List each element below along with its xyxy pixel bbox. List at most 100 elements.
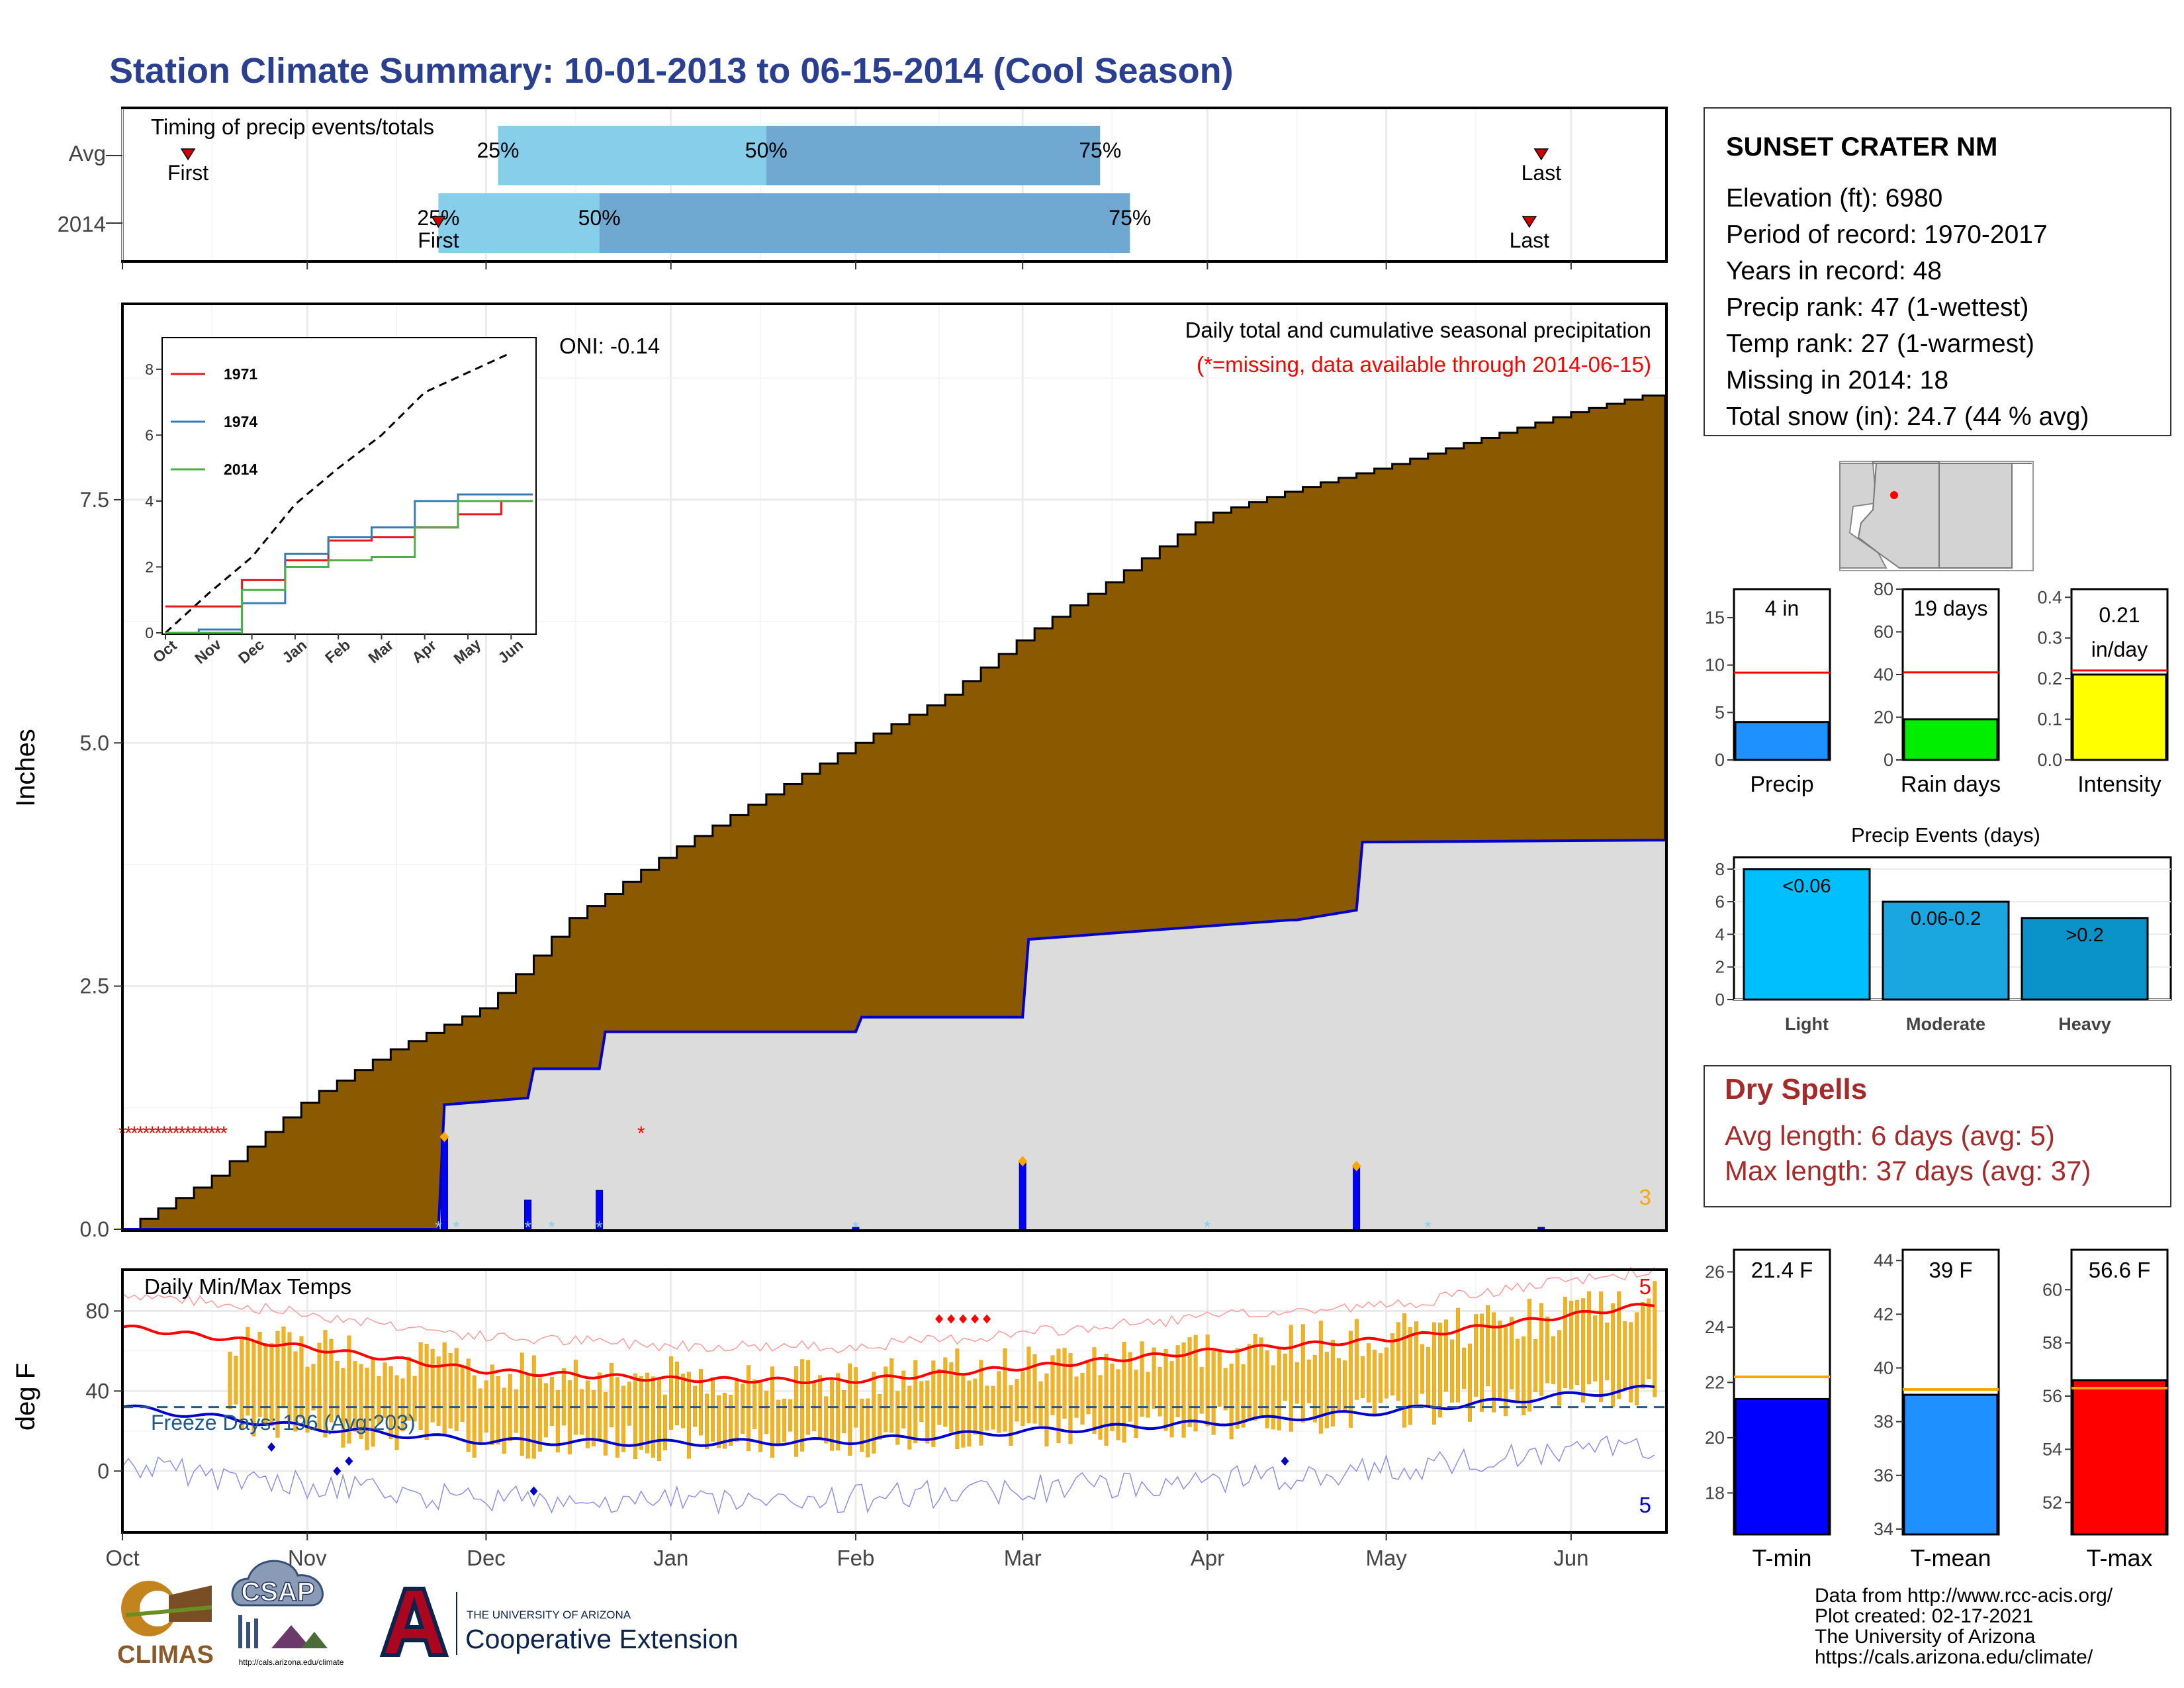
- summary-label: Intensity: [2077, 772, 2161, 797]
- daily-temp-bar: [436, 1356, 441, 1426]
- daily-temp-bar: [275, 1331, 280, 1438]
- daily-temp-bar: [668, 1356, 673, 1430]
- daily-temp-bar: [472, 1375, 477, 1458]
- summary-bar-Rain days: [1903, 718, 1999, 761]
- missing-marker: *: [172, 1123, 180, 1145]
- timing-bar-q25-q50: [438, 193, 600, 253]
- daily-temp-bar: [627, 1382, 631, 1426]
- temp-bar-T-max: [2071, 1379, 2167, 1536]
- events-bar-Heavy: [2021, 917, 2149, 1001]
- timing-q50-label: 50%: [578, 206, 621, 230]
- summary-bar-charts: 0 5 10 15 4 in Precip 0 20 40 60 80 19 days Rain day…: [1705, 579, 2169, 797]
- daily-temp-bar: [782, 1398, 787, 1442]
- daily-temp-bar: [329, 1339, 334, 1423]
- temp-ylabel: deg F: [11, 1363, 40, 1430]
- dry-spells-avg: Avg length: 6 days (avg: 5): [1725, 1120, 2055, 1151]
- daily-temp-bar: [1289, 1325, 1293, 1432]
- daily-temp-bar: [1336, 1358, 1341, 1411]
- daily-temp-bar: [1396, 1322, 1400, 1401]
- locator-map: [1839, 461, 2034, 571]
- daily-temp-bar: [388, 1366, 393, 1439]
- month-axis-label: Mar: [1004, 1546, 1042, 1570]
- record-low-marker: [1281, 1456, 1289, 1466]
- daily-temp-bar: [1432, 1322, 1436, 1425]
- timing-label: Timing of precip events/totals: [151, 115, 434, 139]
- timing-last-marker: [1533, 148, 1549, 161]
- daily-temp-bar: [1110, 1363, 1115, 1431]
- daily-temp-bar: [1474, 1314, 1479, 1397]
- temp-bar-label: T-max: [2086, 1544, 2152, 1571]
- daily-temp-bar: [454, 1348, 459, 1431]
- daily-temp-bar: [884, 1366, 888, 1432]
- temp-value-label: 39 F: [1929, 1258, 1972, 1282]
- credit-line-1: Data from http://www.rcc-acis.org/: [1815, 1585, 2113, 1607]
- temp-y-tick-label: 80: [85, 1299, 109, 1323]
- daily-temp-bar: [269, 1343, 274, 1426]
- record-low-marker: [529, 1486, 538, 1496]
- daily-precip-bar: [1019, 1160, 1026, 1230]
- daily-temp-bar: [1563, 1297, 1568, 1389]
- daily-temp-bar: [1074, 1376, 1079, 1418]
- daily-temp-bar: [287, 1332, 292, 1421]
- daily-temp-bar: [1038, 1381, 1043, 1426]
- daily-temp-bar: [418, 1342, 423, 1430]
- ua-big-text: Cooperative Extension: [465, 1624, 739, 1654]
- daily-temp-bar: [1324, 1352, 1329, 1429]
- daily-temp-bar: [1062, 1348, 1067, 1419]
- daily-temp-bar: [1545, 1316, 1550, 1383]
- daily-temp-bar: [1134, 1370, 1138, 1438]
- daily-temp-bar: [1354, 1319, 1359, 1400]
- precip-title: Daily total and cumulative seasonal prec…: [1185, 318, 1651, 342]
- missing-marker: *: [160, 1123, 168, 1145]
- daily-temp-bar: [1348, 1331, 1353, 1428]
- daily-temp-bar: [854, 1367, 858, 1428]
- station-info-box: SUNSET CRATER NM Elevation (ft): 6980 Per…: [1704, 107, 2171, 436]
- events-title: Precip Events (days): [1851, 823, 2040, 847]
- daily-temp-bar: [1360, 1356, 1365, 1398]
- daily-temp-bar: [1306, 1359, 1311, 1403]
- temp-bar-T-min: [1734, 1397, 1830, 1536]
- dry-spells-box: Dry Spells Avg length: 6 days (avg: 5) M…: [1704, 1065, 2171, 1207]
- avg-max-line: [122, 1303, 1655, 1384]
- daily-temp-bar: [1217, 1349, 1222, 1407]
- events-y-tick-label: 6: [1715, 892, 1725, 912]
- daily-temp-bar: [246, 1327, 250, 1416]
- daily-temp-bar: [1211, 1350, 1216, 1435]
- temp-summary-charts: 18 20 22 24 26 21.4 F T-min 34 36 38 40 42 44 39 F T-m…: [1705, 1248, 2169, 1571]
- month-axis-label: May: [1365, 1546, 1407, 1570]
- record-low-marker: [345, 1456, 353, 1466]
- daily-temp-bar: [1193, 1335, 1198, 1432]
- timing-last-label: Last: [1510, 228, 1550, 252]
- summary-label: Rain days: [1901, 772, 2001, 797]
- events-y-tick-label: 2: [1715, 957, 1725, 977]
- timing-last-marker: [1522, 216, 1537, 228]
- events-bar-Moderate: [1882, 900, 2010, 1001]
- map-utah: [1872, 461, 1940, 464]
- inset-series-1974: [165, 493, 533, 634]
- precip-corner-count: 3: [1639, 1185, 1651, 1209]
- timing-row-avg-label: Avg: [69, 141, 106, 165]
- map-new-mexico: [1938, 463, 2013, 569]
- record-high-marker: [983, 1314, 991, 1324]
- daily-temp-bar: [609, 1363, 614, 1428]
- daily-temp-bar: [603, 1392, 608, 1456]
- daily-temp-bar: [537, 1378, 542, 1452]
- daily-temp-bar: [490, 1364, 494, 1446]
- daily-temp-bar: [561, 1368, 566, 1426]
- daily-temp-bar: [680, 1374, 685, 1429]
- missing-marker: *: [190, 1123, 198, 1145]
- missing-marker: *: [136, 1123, 144, 1145]
- temp-y-tick-label: 58: [2042, 1333, 2062, 1353]
- daily-temp-bar: [913, 1360, 918, 1444]
- daily-temp-bar: [662, 1394, 667, 1450]
- daily-temp-bar: [585, 1380, 590, 1448]
- summary-value-label: 19 days: [1913, 596, 1987, 620]
- daily-temp-bar: [1629, 1322, 1633, 1403]
- month-axis-label: Apr: [1191, 1546, 1224, 1570]
- daily-temp-bar: [1557, 1330, 1562, 1406]
- daily-temp-bar: [234, 1355, 238, 1405]
- daily-temp-bar: [430, 1348, 435, 1423]
- events-y-tick-label: 4: [1715, 924, 1725, 944]
- precip-ylabel: Inches: [11, 729, 40, 807]
- inset-series-2014: [165, 500, 533, 634]
